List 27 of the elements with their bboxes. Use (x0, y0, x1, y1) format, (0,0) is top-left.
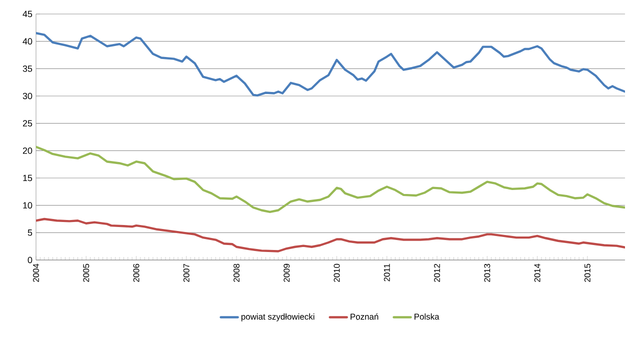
x-tick-label: 2011 (384, 264, 390, 282)
x-tick-label: 2004 (33, 264, 39, 282)
y-tick-label: 10 (23, 202, 32, 209)
y-tick-label: 15 (23, 174, 32, 182)
y-tick-label: 40 (22, 38, 32, 45)
legend-label: Polska (414, 313, 440, 320)
legend-label: Poznań (350, 313, 378, 320)
y-tick-label: 5 (28, 230, 32, 236)
x-tick-label: 2005 (83, 264, 90, 282)
x-tick-label: 2015 (584, 264, 590, 282)
x-tick-label: 2006 (133, 264, 140, 282)
y-tick-label: 0 (28, 256, 32, 264)
y-tick-label: 30 (22, 92, 32, 100)
x-tick-label: 2008 (234, 264, 240, 282)
x-tick-label: 2013 (484, 264, 490, 282)
x-tick-label: 2012 (434, 264, 440, 282)
x-tick-label: 2014 (534, 264, 540, 282)
x-tick-label: 2010 (334, 264, 340, 282)
y-tick-label: 20 (22, 147, 32, 154)
legend-label: powiat szydłowiecki (241, 313, 314, 322)
y-tick-label: 35 (22, 65, 32, 72)
y-tick-label: 25 (22, 120, 32, 127)
x-tick-label: 2007 (183, 264, 190, 282)
line-series (36, 32, 626, 97)
line-series (36, 146, 626, 213)
y-tick-label: 45 (22, 10, 32, 18)
x-tick-label: 2009 (284, 264, 290, 282)
